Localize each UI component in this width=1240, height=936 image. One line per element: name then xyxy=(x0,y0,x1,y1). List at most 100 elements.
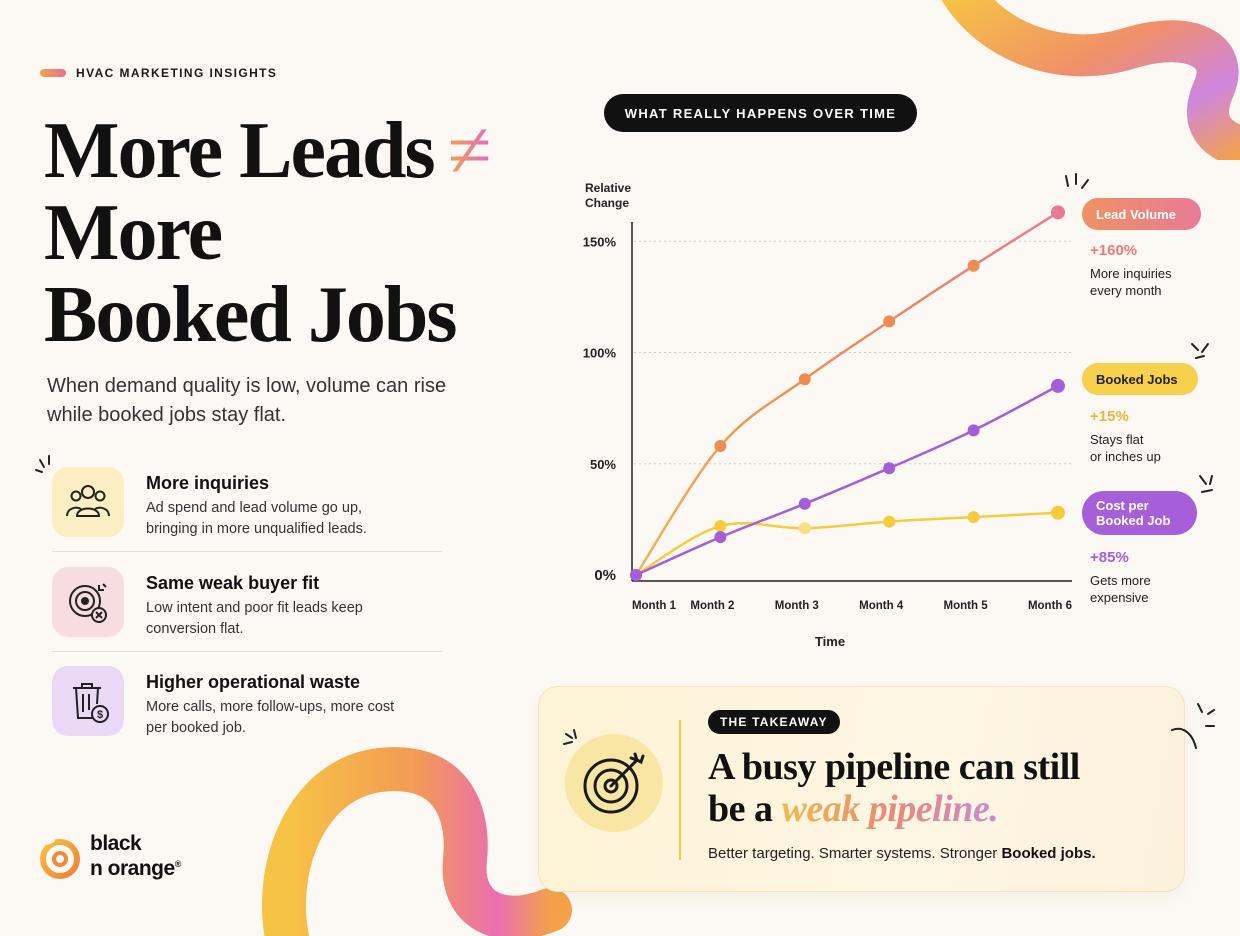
legend-pill-cost-per-booked-job: Cost per Booked Job xyxy=(1082,491,1197,535)
data-point-lead-volume xyxy=(967,259,980,272)
chart-grid xyxy=(634,240,1072,465)
title-line-3: Booked Jobs xyxy=(44,271,457,359)
data-point-booked-jobs xyxy=(883,515,896,528)
target-arrow-icon xyxy=(583,752,645,814)
decorative-swirl-bottom xyxy=(262,747,572,936)
brand-logo: black n orange® xyxy=(38,832,181,879)
target-x-icon xyxy=(69,583,107,623)
point-icon-bg xyxy=(52,567,124,637)
callout-desc-line: expensive xyxy=(1090,590,1149,605)
callout-desc-line: Gets more xyxy=(1090,573,1151,588)
point-title: Same weak buyer fit xyxy=(146,573,320,593)
series-line-booked-jobs xyxy=(634,511,1060,577)
y-axis-title: Relative Change xyxy=(585,181,632,210)
x-tick-label: Month 6 xyxy=(1028,600,1072,612)
chart-header-pill: WHAT REALLY HAPPENS OVER TIME xyxy=(604,94,917,132)
x-tick-label: Month 5 xyxy=(944,600,989,612)
callout-desc-cost-per-booked-job: Gets more expensive xyxy=(1090,572,1200,606)
takeaway-headline: A busy pipeline can still be a weak pipe… xyxy=(708,746,1178,830)
x-axis-title: Time xyxy=(814,634,846,649)
logo-line-1: black xyxy=(90,832,142,855)
chart-axes: 0% 50% 100% 150% Month 1 Month 2 Month 3 Month … xyxy=(583,222,1072,612)
callout-desc-line: More inquiries xyxy=(1090,266,1172,281)
decorative-swirl-top-right xyxy=(941,0,1240,160)
takeaway-tagline-text: Better targeting. Smarter systems. Stron… xyxy=(708,845,1002,862)
callout-desc-booked-jobs: Stays flat or inches up xyxy=(1090,431,1200,465)
title-line-1-text: More Leads xyxy=(44,107,436,195)
divider xyxy=(52,651,442,652)
point-desc: Low intent and poor fit leads keep conve… xyxy=(146,600,363,637)
point-operational-waste: $ Higher operational waste More calls, m… xyxy=(52,666,442,750)
takeaway-tagline: Better targeting. Smarter systems. Stron… xyxy=(708,845,1178,862)
takeaway-headline-line-1: A busy pipeline can still xyxy=(708,746,1080,788)
callout-desc-line: or inches up xyxy=(1090,449,1161,464)
callout-value-booked-jobs: +15% xyxy=(1090,408,1129,425)
data-point-booked-jobs xyxy=(1051,505,1065,520)
callout-desc-lead-volume: More inquiries every month xyxy=(1090,265,1200,299)
takeaway-pill: THE TAKEAWAY xyxy=(708,710,840,734)
data-point-booked-jobs xyxy=(798,522,811,535)
point-desc: More calls, more follow-ups, more cost p… xyxy=(146,699,395,736)
x-tick-label: Month 3 xyxy=(775,600,819,612)
y-tick-label: 100% xyxy=(583,346,617,361)
legend-pill-lead-volume: Lead Volume xyxy=(1082,198,1201,230)
takeaway-emphasis: weak pipeline. xyxy=(781,788,999,830)
takeaway-icon-circle xyxy=(565,734,663,832)
sparkle-icon xyxy=(1191,343,1209,359)
data-point-lead-volume xyxy=(798,373,811,386)
data-point-cost-per-booked-job xyxy=(883,462,896,475)
eyebrow-text: HVAC MARKETING INSIGHTS xyxy=(76,66,278,80)
people-icon xyxy=(66,485,110,517)
logo-line-2: n orange® xyxy=(90,854,181,879)
data-point-lead-volume xyxy=(1051,205,1065,220)
point-text: Same weak buyer fit Low intent and poor … xyxy=(146,567,396,640)
legend-pill-booked-jobs: Booked Jobs xyxy=(1082,363,1198,395)
x-tick-label: Month 1 xyxy=(632,600,677,612)
data-point-lead-volume xyxy=(714,439,727,452)
sparkle-icon xyxy=(1171,703,1215,749)
sparkle-icon xyxy=(1065,173,1089,189)
logo-line-2-text: n orange xyxy=(90,857,175,880)
callout-desc-line: Stays flat xyxy=(1090,432,1144,447)
callout-value-lead-volume: +160% xyxy=(1090,242,1138,259)
y-tick-label: 150% xyxy=(583,234,617,249)
data-point-booked-jobs xyxy=(714,520,727,533)
data-point-cost-per-booked-job xyxy=(967,424,980,437)
legend-pill-line: Booked Job xyxy=(1096,513,1171,528)
x-tick-label: Month 2 xyxy=(690,600,734,612)
data-point-lead-volume xyxy=(883,315,896,328)
legend-pill-line: Cost per xyxy=(1096,498,1149,513)
takeaway-headline-line-2-text: be a xyxy=(708,788,782,830)
callout-desc-line: every month xyxy=(1090,283,1162,298)
point-more-inquiries: More inquiries Ad spend and lead volume … xyxy=(52,467,442,551)
callout-value-cost-per-booked-job: +85% xyxy=(1090,549,1129,566)
eyebrow-accent-bar xyxy=(40,69,66,77)
point-text: More inquiries Ad spend and lead volume … xyxy=(146,467,396,540)
subtitle: When demand quality is low, volume can r… xyxy=(47,375,447,426)
eyebrow: HVAC MARKETING INSIGHTS xyxy=(40,66,277,80)
logo-mark-icon xyxy=(40,836,80,879)
point-icon-bg: $ xyxy=(52,666,124,736)
trash-dollar-icon: $ xyxy=(73,683,109,723)
chart-series xyxy=(630,205,1065,581)
point-weak-buyer-fit: Same weak buyer fit Low intent and poor … xyxy=(52,567,442,651)
line-chart: 0% 50% 100% 150% Month 1 Month 2 Month 3 Month … xyxy=(583,205,1072,612)
data-point-cost-per-booked-job xyxy=(798,497,811,510)
divider xyxy=(52,551,442,552)
sparkle-icon xyxy=(35,455,50,473)
sparkle-icon xyxy=(563,729,577,745)
svg-text:$: $ xyxy=(97,709,103,721)
title-line-2: More xyxy=(44,189,223,277)
series-line-cost-per-booked-job xyxy=(634,384,1060,577)
takeaway-divider xyxy=(679,720,681,860)
data-point-booked-jobs xyxy=(967,511,980,524)
data-point-cost-per-booked-job xyxy=(630,569,642,581)
data-point-cost-per-booked-job xyxy=(1051,378,1065,393)
logo-wordmark: black n orange® xyxy=(90,832,181,879)
title-line-1: More Leads ≠ xyxy=(44,110,524,192)
x-tick-label: Month 4 xyxy=(859,600,904,612)
series-line-lead-volume xyxy=(634,211,1060,577)
sparkle-icon xyxy=(1199,475,1213,493)
data-point-cost-per-booked-job xyxy=(714,531,727,544)
y-tick-label: 50% xyxy=(590,457,616,472)
